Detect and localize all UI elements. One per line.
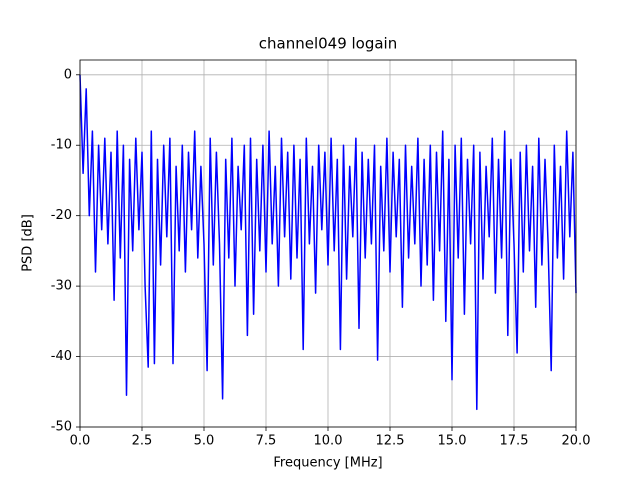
x-tick-label: 10.0 xyxy=(314,434,343,449)
x-tick-label: 15.0 xyxy=(438,434,467,449)
chart-title: channel049 logain xyxy=(259,35,398,53)
y-tick-label: -50 xyxy=(51,420,72,435)
x-tick-label: 0.0 xyxy=(70,434,91,449)
x-tick-label: 20.0 xyxy=(562,434,591,449)
y-tick-label: -30 xyxy=(51,279,72,294)
x-tick-label: 7.5 xyxy=(256,434,277,449)
data-line xyxy=(79,74,577,411)
y-tick-label: -10 xyxy=(51,138,72,153)
y-axis-label: PSD [dB] xyxy=(21,214,36,272)
x-tick-label: 2.5 xyxy=(132,434,153,449)
y-tick-label: 0 xyxy=(64,67,72,82)
x-axis-label: Frequency [MHz] xyxy=(273,456,382,471)
y-tick-label: -20 xyxy=(51,208,72,223)
x-tick-label: 5.0 xyxy=(194,434,215,449)
y-tick-label: -40 xyxy=(51,349,72,364)
x-tick-label: 17.5 xyxy=(500,434,529,449)
x-tick-label: 12.5 xyxy=(376,434,405,449)
plot-area xyxy=(79,74,577,411)
